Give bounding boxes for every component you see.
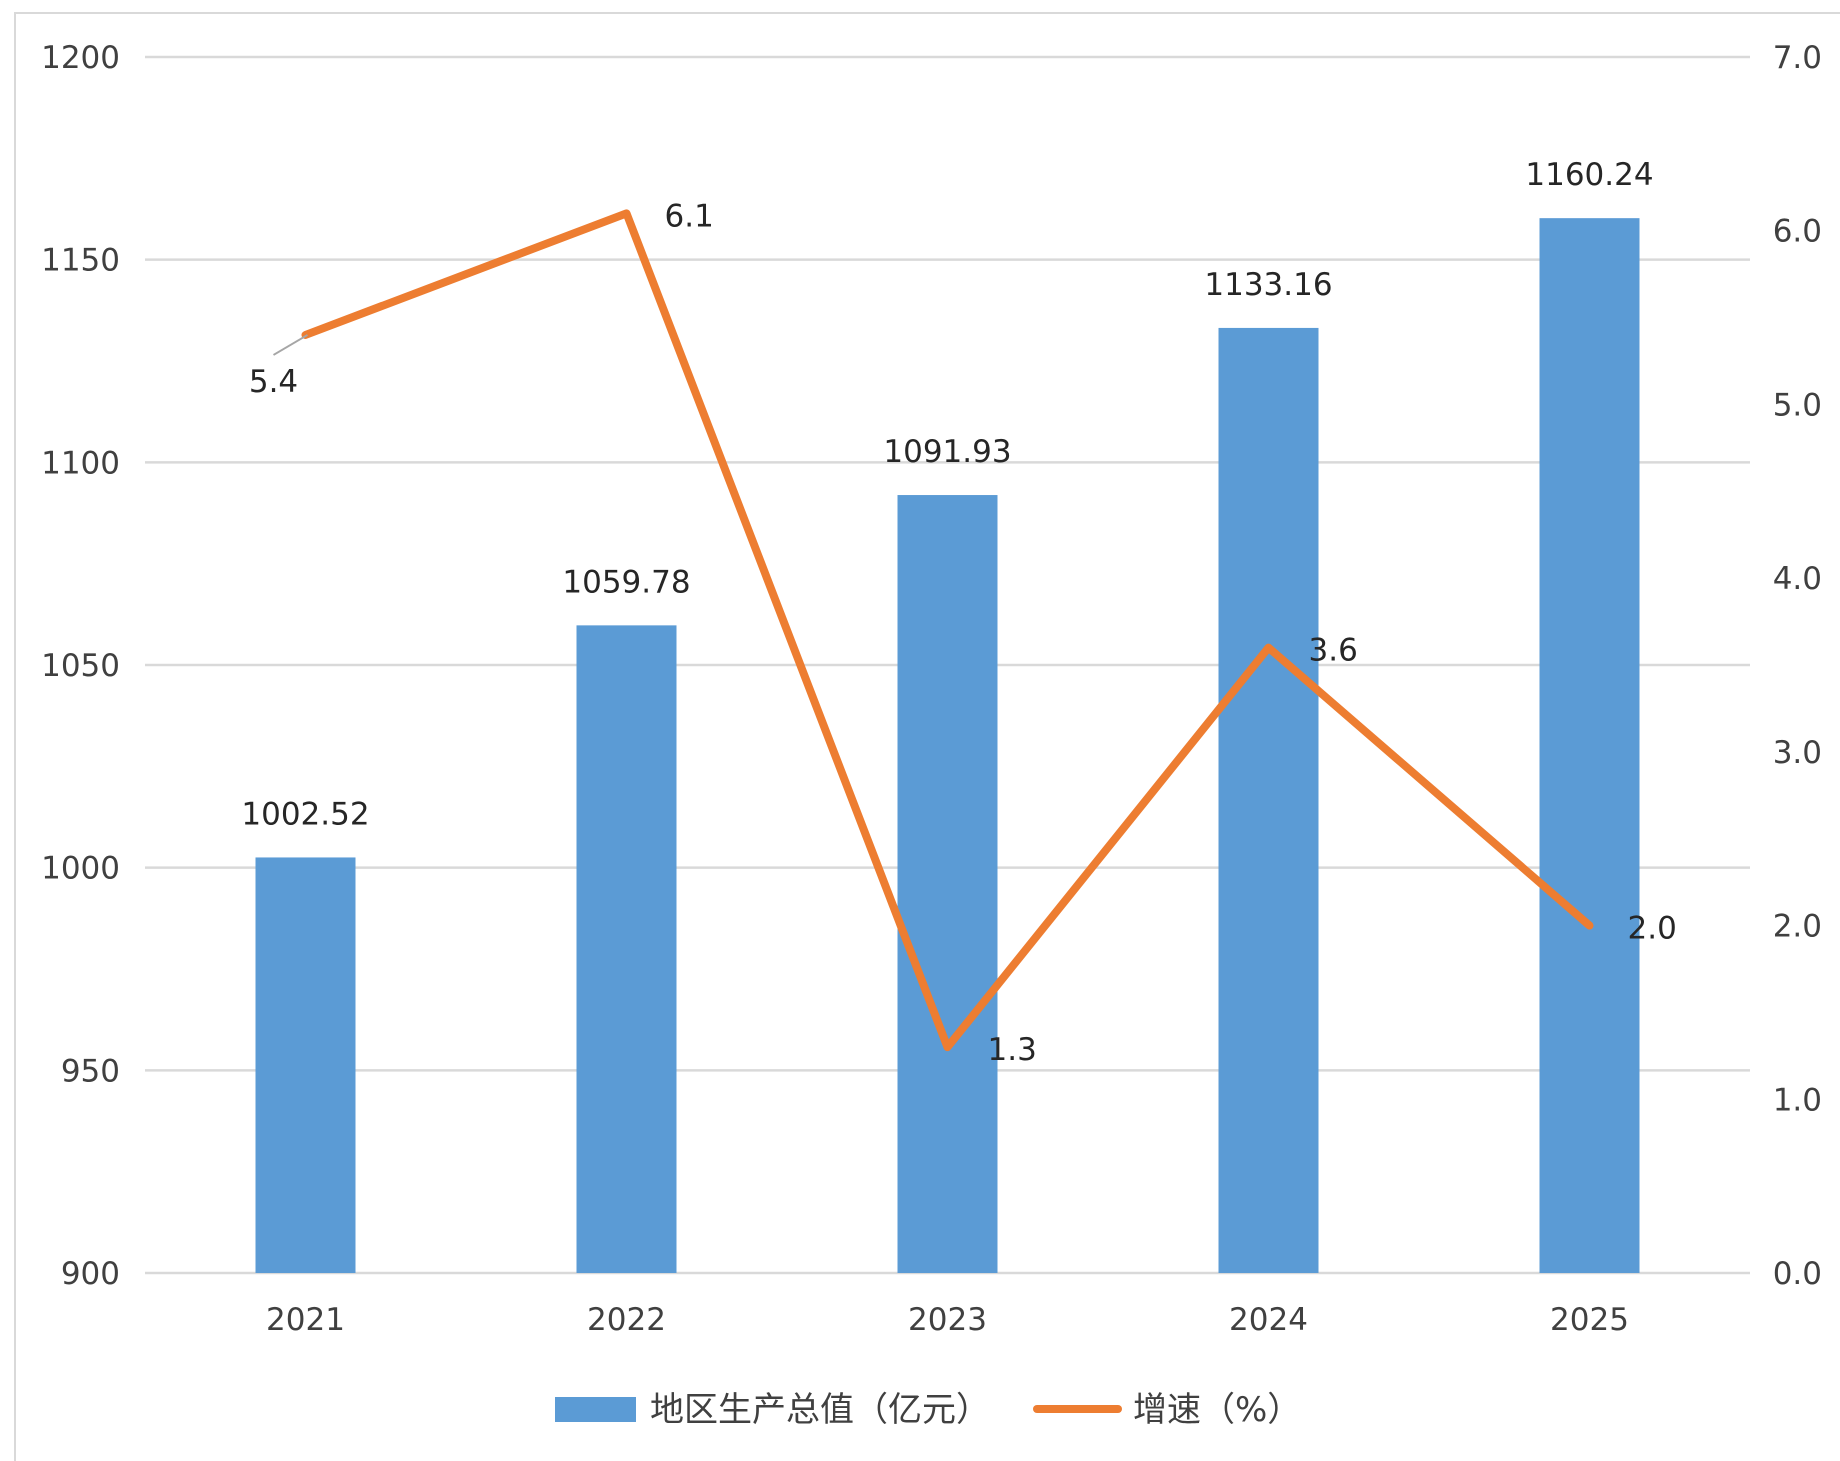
right-axis: 0.0 1.0 2.0 3.0 4.0 5.0 6.0 7.0	[1773, 40, 1822, 1292]
line-value-label: 2.0	[1628, 911, 1677, 947]
left-tick-label: 900	[61, 1256, 120, 1292]
bar	[255, 857, 356, 1273]
left-tick-label: 1050	[41, 648, 120, 684]
left-tick-label: 1150	[41, 243, 120, 279]
bar	[897, 495, 998, 1274]
x-tick-label: 2024	[1229, 1302, 1308, 1338]
right-tick-label: 0.0	[1773, 1256, 1822, 1292]
bar-value-label: 1059.78	[562, 564, 690, 600]
left-tick-label: 950	[61, 1053, 120, 1089]
data-labels: 1002.52 1059.78 1091.93 1133.16 1160.24 5.4 6.…	[241, 157, 1676, 1068]
right-tick-label: 6.0	[1773, 214, 1822, 250]
line-value-label: 5.4	[249, 364, 298, 400]
right-tick-label: 1.0	[1773, 1082, 1822, 1118]
x-axis: 2021 2022 2023 2024 2025	[266, 1302, 1629, 1338]
line-point	[625, 212, 628, 215]
line-value-label: 6.1	[665, 198, 714, 234]
leader-line	[272, 334, 309, 356]
left-tick-label: 1200	[41, 40, 120, 76]
left-axis: 900 950 1000 1050 1100 1150 1200	[41, 40, 120, 1292]
right-tick-label: 7.0	[1773, 40, 1822, 76]
right-tick-label: 2.0	[1773, 909, 1822, 945]
line-point	[1588, 924, 1591, 927]
line-value-label: 3.6	[1309, 633, 1358, 669]
bar	[1539, 218, 1640, 1274]
bar	[576, 625, 677, 1273]
bar-value-label: 1133.16	[1204, 267, 1332, 303]
right-tick-label: 4.0	[1773, 561, 1822, 597]
line-point	[946, 1046, 949, 1049]
line-value-label: 1.3	[988, 1032, 1037, 1068]
bar-series	[255, 218, 1640, 1274]
chart-frame	[14, 12, 1840, 1461]
x-tick-label: 2022	[587, 1302, 666, 1338]
legend: 地区生产总值（亿元） 增速（%）	[555, 1390, 1301, 1430]
legend-bar-swatch	[555, 1397, 636, 1422]
right-tick-label: 5.0	[1773, 387, 1822, 423]
right-tick-label: 3.0	[1773, 735, 1822, 771]
bar-value-label: 1160.24	[1525, 157, 1653, 193]
legend-line-label: 增速（%）	[1133, 1390, 1301, 1430]
x-tick-label: 2025	[1550, 1302, 1629, 1338]
x-tick-label: 2021	[266, 1302, 345, 1338]
bar	[1218, 327, 1319, 1273]
bar-value-label: 1091.93	[883, 434, 1011, 470]
bar-value-label: 1002.52	[241, 796, 369, 832]
x-tick-label: 2023	[908, 1302, 987, 1338]
left-tick-label: 1100	[41, 445, 120, 481]
left-tick-label: 1000	[41, 851, 120, 887]
legend-bar-label: 地区生产总值（亿元）	[650, 1390, 990, 1430]
line-point	[1267, 646, 1270, 649]
